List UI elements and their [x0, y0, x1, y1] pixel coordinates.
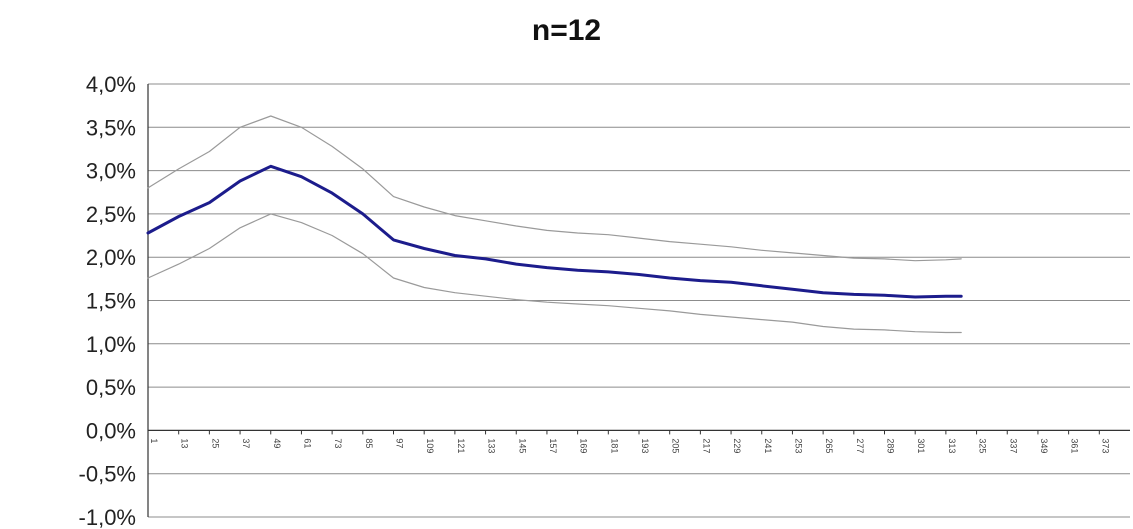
x-tick-label: 73 [333, 438, 343, 448]
y-tick-label: 1,0% [86, 332, 136, 357]
x-tick-label: 361 [1070, 438, 1080, 453]
y-tick-label: 0,0% [86, 418, 136, 443]
x-tick-label: 349 [1039, 438, 1049, 453]
x-tick-label: 133 [487, 438, 497, 453]
x-tick-label: 193 [640, 438, 650, 453]
x-tick-label: 229 [732, 438, 742, 453]
x-tick-label: 241 [763, 438, 773, 453]
x-tick-label: 373 [1100, 438, 1110, 453]
series-line-3 [147, 213, 962, 334]
y-tick-label: 2,5% [86, 202, 136, 227]
y-tick-label: -0,5% [79, 462, 136, 487]
y-tick-label: 0,5% [86, 375, 136, 400]
x-tick-label: 157 [548, 438, 558, 453]
x-tick-label: 25 [210, 438, 220, 448]
series-group [146, 115, 963, 334]
gridlines [148, 83, 1130, 518]
axes [147, 84, 1130, 517]
x-tick-label: 217 [701, 438, 711, 453]
x-tick-label: 121 [456, 438, 466, 453]
x-tick-label: 181 [609, 438, 619, 453]
x-tick-label: 169 [579, 438, 589, 453]
y-tick-label: 4,0% [86, 72, 136, 97]
x-tick-label: 85 [364, 438, 374, 448]
x-tick-label: 145 [517, 438, 527, 453]
y-tick-label: 3,0% [86, 159, 136, 184]
x-tick-label: 109 [425, 438, 435, 453]
x-tick-label: 325 [978, 438, 988, 453]
y-tick-label: 2,0% [86, 245, 136, 270]
x-tick-label: 313 [947, 438, 957, 453]
y-tick-label: -1,0% [79, 505, 136, 529]
x-tick-labels: 1 13 25 37 49 61 73 85 97 109 121 133 145 157 169 181 19… [149, 438, 1110, 453]
x-tick-label: 97 [395, 438, 405, 448]
x-tick-label: 253 [793, 438, 803, 453]
x-tick-label: 61 [302, 438, 312, 448]
y-tick-labels: 4,0% 3,5% 3,0% 2,5% 2,0% 1,5% 1,0% 0,5% 0,0% -0,5… [79, 72, 136, 529]
x-tick-label: 205 [671, 438, 681, 453]
series-line-2 [147, 115, 962, 262]
chart-title: n=12 [531, 14, 602, 47]
y-tick-label: 1,5% [86, 289, 136, 314]
x-tick-label: 1 [149, 438, 159, 443]
x-tick-label: 289 [886, 438, 896, 453]
x-tick-label: 37 [241, 438, 251, 448]
x-tick-label: 13 [180, 438, 190, 448]
series-line-1 [146, 164, 963, 299]
x-tick-label: 49 [272, 438, 282, 448]
x-tick-label: 301 [916, 438, 926, 453]
x-tick-label: 277 [855, 438, 865, 453]
x-tick-label: 265 [824, 438, 834, 453]
x-tick-label: 337 [1008, 438, 1018, 453]
y-tick-label: 3,5% [86, 115, 136, 140]
